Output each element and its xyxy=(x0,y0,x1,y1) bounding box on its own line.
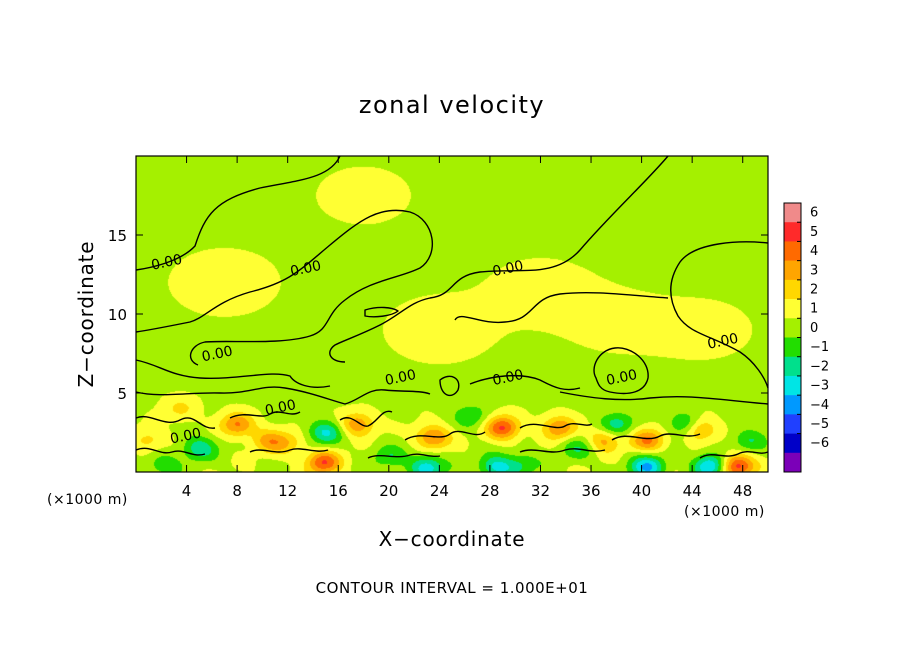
colorbar-swatch xyxy=(784,356,801,377)
zero-contour-lines xyxy=(135,155,769,459)
colorbar-label: 0 xyxy=(810,321,818,336)
contour-line xyxy=(339,410,393,427)
contour-label: 0.00 xyxy=(289,258,323,280)
colorbar-label: −1 xyxy=(810,340,829,355)
contour-labels: 0.00 0.00 0.00 0.00 0.00 0.00 0.00 0.00 0.00 0.00 xyxy=(150,252,740,448)
colorbar-swatch xyxy=(784,337,801,358)
x-tick-label: 44 xyxy=(683,482,702,500)
contour-line xyxy=(135,209,434,366)
contour-line xyxy=(519,423,593,429)
contour-line xyxy=(593,347,649,395)
colorbar-swatch xyxy=(784,452,801,473)
contour-line xyxy=(135,447,206,456)
x-axis-label: X−coordinate xyxy=(379,527,526,551)
y-tick-label: 15 xyxy=(108,227,127,245)
colorbar-label: −2 xyxy=(810,359,829,374)
x-tick-label: 24 xyxy=(430,482,449,500)
contour-label: 0.00 xyxy=(605,367,639,389)
x-tick-label: 4 xyxy=(182,482,192,500)
contour-line xyxy=(404,430,486,441)
x-tick-label: 20 xyxy=(379,482,398,500)
contour-label: 0.00 xyxy=(150,252,184,274)
colorbar-swatch xyxy=(784,433,801,454)
x-tick-label: 36 xyxy=(581,482,600,500)
contour-label: 0.00 xyxy=(200,343,234,365)
chart-title: zonal velocity xyxy=(359,91,545,119)
x-tick-label: 12 xyxy=(278,482,297,500)
contour-line xyxy=(699,451,769,459)
contour-line xyxy=(519,448,606,453)
colorbar-swatch xyxy=(784,241,801,261)
contour-line xyxy=(364,306,399,318)
x-tick-label: 40 xyxy=(632,482,651,500)
contour-label: 0.00 xyxy=(491,367,525,389)
contour-line xyxy=(249,448,329,453)
colorbar-label: −6 xyxy=(810,436,829,451)
colorbar-swatch xyxy=(784,395,801,415)
y-tick-label: 10 xyxy=(108,306,127,324)
colorbar-swatch xyxy=(784,414,801,434)
contour-line xyxy=(135,359,331,388)
contour-line xyxy=(229,411,301,419)
colorbar-label: 3 xyxy=(810,263,818,278)
contour-line xyxy=(135,386,431,405)
x-axis-ticks: 4 8 12 16 20 24 28 32 36 40 44 48 xyxy=(182,156,752,500)
contour-label: 0.00 xyxy=(384,367,418,389)
colorbar-swatch xyxy=(784,260,801,281)
contour-line xyxy=(439,375,460,397)
contour-label: 0.00 xyxy=(491,258,525,280)
x-tick-label: 32 xyxy=(531,482,550,500)
colorbar-label: 5 xyxy=(810,225,818,240)
contour-line xyxy=(611,433,701,441)
colorbar-swatch xyxy=(784,203,801,223)
colorbar-swatch xyxy=(784,299,801,319)
contour-label: 0.00 xyxy=(264,397,298,419)
contour-interval-note: CONTOUR INTERVAL = 1.000E+01 xyxy=(316,579,589,597)
colorbar-label: 4 xyxy=(810,244,818,259)
x-unit-left: (×1000 m) xyxy=(47,492,128,508)
x-unit-right: (×1000 m) xyxy=(684,504,765,520)
contour-line xyxy=(670,241,769,389)
x-tick-label: 48 xyxy=(733,482,752,500)
y-axis-label: Z−coordinate xyxy=(74,241,98,388)
x-tick-label: 8 xyxy=(232,482,242,500)
contour-label: 0.00 xyxy=(169,425,203,447)
colorbar-label: −3 xyxy=(810,379,829,394)
contour-line xyxy=(135,415,216,429)
contour-line xyxy=(135,155,341,271)
contour-line xyxy=(329,155,669,363)
contour-line xyxy=(559,391,769,405)
contour-line xyxy=(469,375,581,391)
colorbar-label: −5 xyxy=(810,417,829,432)
y-tick-label: 5 xyxy=(117,385,127,403)
colorbar-label: 2 xyxy=(810,282,818,297)
contour-line xyxy=(367,453,441,459)
colorbar-swatch xyxy=(784,318,801,338)
colorbar-label: 6 xyxy=(810,206,818,221)
colorbar: 6 5 4 3 2 1 0 −1 −2 −3 −4 −5 −6 xyxy=(783,202,829,473)
colorbar-swatch xyxy=(784,279,801,300)
x-tick-label: 28 xyxy=(480,482,499,500)
colorbar-swatch xyxy=(784,375,801,396)
contour-line xyxy=(454,291,669,324)
colorbar-label: −4 xyxy=(810,398,829,413)
x-tick-label: 16 xyxy=(329,482,348,500)
y-axis-ticks: 5 10 15 xyxy=(108,227,768,403)
colorbar-label: 1 xyxy=(810,302,818,317)
contour-label: 0.00 xyxy=(706,331,740,353)
colorbar-swatch xyxy=(784,222,801,242)
velocity-field xyxy=(136,156,768,472)
